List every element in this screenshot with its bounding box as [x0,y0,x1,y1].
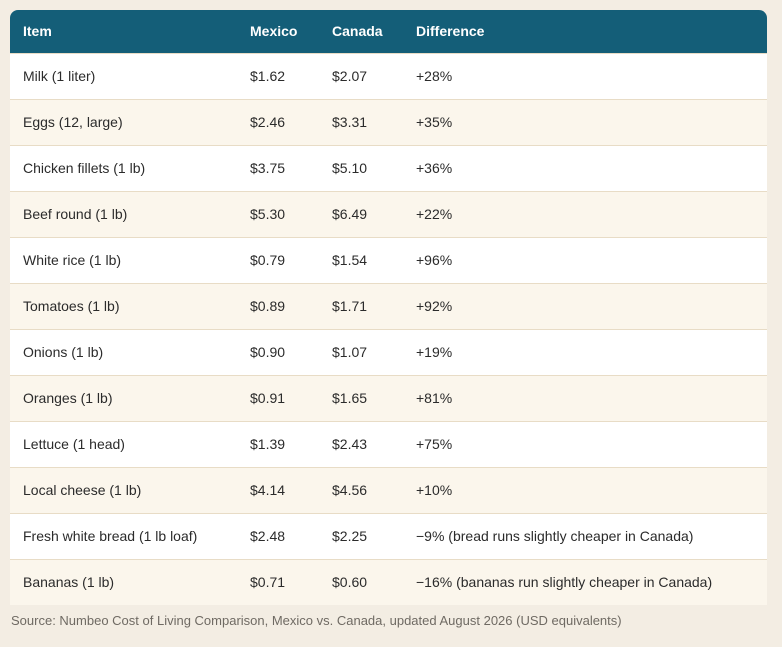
table-header: Item Mexico Canada Difference [10,10,767,53]
cell-canada: $2.25 [332,528,368,544]
cell-canada: $1.07 [332,344,368,360]
header-item: Item [23,23,52,40]
cell-difference: +22% [416,206,453,222]
cell-mexico: $0.89 [250,298,286,314]
cell-mexico: $0.79 [250,252,286,268]
table-row: Beef round (1 lb) $5.30 $6.49 +22% [10,191,767,237]
table-row: Eggs (12, large) $2.46 $3.31 +35% [10,99,767,145]
cell-difference: +96% [416,252,453,268]
price-comparison-table-container: Item Mexico Canada Difference Milk (1 li… [10,10,767,605]
cell-difference: +10% [416,482,453,498]
table-row: Milk (1 liter) $1.62 $2.07 +28% [10,53,767,99]
header-row: Item Mexico Canada Difference [10,10,767,53]
cell-item: Chicken fillets (1 lb) [23,160,146,176]
cell-item: Bananas (1 lb) [23,574,115,591]
table-row: Local cheese (1 lb) $4.14 $4.56 +10% [10,467,767,513]
cell-item: Fresh white bread (1 lb loaf) [23,528,198,544]
cell-item: Milk (1 liter) [23,68,96,84]
cell-mexico: $2.48 [250,528,286,544]
cell-item: Lettuce (1 head) [23,436,125,452]
table-row: Oranges (1 lb) $0.91 $1.65 +81% [10,375,767,421]
cell-mexico: $0.91 [250,390,286,406]
table-row: White rice (1 lb) $0.79 $1.54 +96% [10,237,767,283]
header-mexico: Mexico [250,23,298,40]
table-body: Milk (1 liter) $1.62 $2.07 +28% Eggs (12, la… [10,53,767,605]
cell-item: White rice (1 lb) [23,252,122,268]
table-row: Tomatoes (1 lb) $0.89 $1.71 +92% [10,283,767,329]
cell-difference: +81% [416,390,453,406]
cell-mexico: $3.75 [250,160,286,176]
header-difference: Difference [416,23,485,40]
cell-canada: $3.31 [332,114,368,130]
cell-canada: $0.60 [332,574,368,591]
cell-item: Tomatoes (1 lb) [23,298,120,314]
cell-canada: $2.43 [332,436,368,452]
cell-difference: +75% [416,436,453,452]
cell-difference: +36% [416,160,453,176]
cell-mexico: $1.62 [250,68,286,84]
cell-difference: −9% (bread runs slightly cheaper in Cana… [416,528,694,544]
source-note: Source: Numbeo Cost of Living Comparison… [11,613,622,628]
header-canada: Canada [332,23,383,40]
cell-canada: $1.65 [332,390,368,406]
cell-canada: $1.71 [332,298,368,314]
cell-mexico: $2.46 [250,114,286,130]
cell-difference: +92% [416,298,453,314]
cell-difference: −16% (bananas run slightly cheaper in Ca… [416,574,713,591]
table-row: Lettuce (1 head) $1.39 $2.43 +75% [10,421,767,467]
cell-difference: +19% [416,344,453,360]
cell-mexico: $1.39 [250,436,286,452]
cell-canada: $1.54 [332,252,368,268]
cell-canada: $4.56 [332,482,368,498]
table-row: Chicken fillets (1 lb) $3.75 $5.10 +36% [10,145,767,191]
price-comparison-table: Item Mexico Canada Difference Milk (1 li… [10,10,767,605]
cell-item: Beef round (1 lb) [23,206,128,222]
table-row: Bananas (1 lb) $0.71 $0.60 −16% (bananas ru… [10,559,767,605]
table-row: Fresh white bread (1 lb loaf) $2.48 $2.25 −… [10,513,767,559]
cell-item: Local cheese (1 lb) [23,482,142,498]
cell-mexico: $0.90 [250,344,286,360]
cell-canada: $5.10 [332,160,368,176]
cell-mexico: $5.30 [250,206,286,222]
table-row: Onions (1 lb) $0.90 $1.07 +19% [10,329,767,375]
cell-mexico: $0.71 [250,574,286,591]
cell-canada: $2.07 [332,68,368,84]
cell-item: Onions (1 lb) [23,344,104,360]
cell-difference: +35% [416,114,453,130]
cell-canada: $6.49 [332,206,368,222]
cell-item: Eggs (12, large) [23,114,123,130]
cell-item: Oranges (1 lb) [23,390,113,406]
cell-mexico: $4.14 [250,482,286,498]
cell-difference: +28% [416,68,453,84]
